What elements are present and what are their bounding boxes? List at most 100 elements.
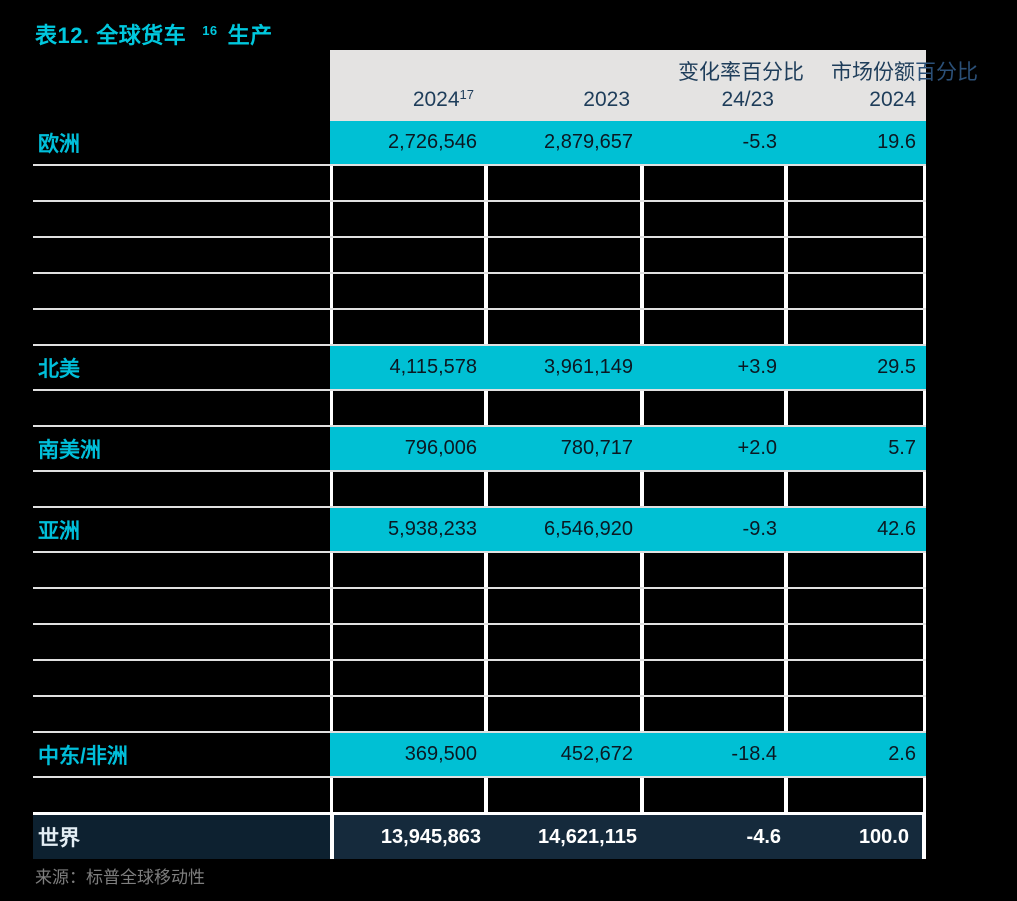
table-row-hidden	[33, 623, 926, 659]
row-values	[330, 166, 926, 200]
value-cell	[788, 274, 923, 308]
row-values	[330, 625, 926, 659]
value-cell	[644, 778, 784, 812]
table-row: 中东/非洲 369,500 452,672 -18.4 2.6	[33, 731, 926, 776]
row-values	[330, 274, 926, 308]
table-row: 世界 13,945,863 14,621,115 -4.6 100.0	[33, 812, 926, 859]
value-cell	[788, 391, 923, 425]
value-cell: -4.6	[746, 825, 781, 848]
table-title-suffix: 生产	[227, 23, 273, 48]
column-header-2023-label: 2023	[583, 88, 630, 111]
region-label	[33, 274, 330, 308]
value-cell	[644, 589, 784, 623]
header-spacer	[33, 50, 330, 121]
row-values	[330, 778, 926, 812]
table-row-hidden	[33, 389, 926, 425]
region-label: 南美洲	[38, 438, 101, 462]
value-cell: -5.3	[742, 131, 777, 153]
row-values: 5,938,233 6,546,920 -9.3 42.6	[330, 508, 926, 551]
row-values	[330, 553, 926, 587]
region-label	[33, 472, 330, 506]
row-values: 369,500 452,672 -18.4 2.6	[330, 733, 926, 776]
row-values: 13,945,863 14,621,115 -4.6 100.0	[330, 815, 926, 859]
column-header-2023: 2023	[484, 50, 640, 121]
value-cell	[333, 202, 484, 236]
table-header-row: 202417 2023 变化率百分比 24/23 市场份额百分比 2024	[33, 50, 978, 121]
column-header-2024: 202417	[330, 50, 484, 121]
value-cell	[788, 310, 923, 344]
value-cell: 19.6	[877, 131, 916, 153]
table-row-hidden	[33, 308, 926, 344]
value-cell	[788, 472, 923, 506]
region-label	[33, 589, 330, 623]
value-cell: 100.0	[858, 825, 909, 848]
column-header-change-line2: 24/23	[721, 88, 774, 111]
table-row-hidden	[33, 272, 926, 308]
production-table: 202417 2023 变化率百分比 24/23 市场份额百分比 2024 欧洲…	[33, 50, 978, 859]
row-values	[330, 202, 926, 236]
value-cell	[644, 697, 784, 731]
header-band: 202417 2023 变化率百分比 24/23 市场份额百分比 2024	[330, 50, 978, 121]
value-cell	[488, 202, 640, 236]
value-cell	[333, 697, 484, 731]
value-cell	[788, 238, 923, 272]
row-values	[330, 238, 926, 272]
row-values: 2,726,546 2,879,657 -5.3 19.6	[330, 121, 926, 164]
table-row-hidden	[33, 236, 926, 272]
region-label	[33, 238, 330, 272]
value-cell: 2.6	[888, 743, 916, 765]
row-values	[330, 697, 926, 731]
row-values	[330, 661, 926, 695]
value-cell: 369,500	[404, 743, 477, 765]
table-row-hidden	[33, 200, 926, 236]
region-label	[33, 202, 330, 236]
table-row-hidden	[33, 659, 926, 695]
table-row-hidden	[33, 470, 926, 506]
value-cell	[333, 391, 484, 425]
value-cell	[788, 661, 923, 695]
column-header-share-line2: 2024	[869, 88, 916, 111]
value-cell: +3.9	[737, 356, 777, 378]
value-cell: 29.5	[877, 356, 916, 378]
value-cell	[788, 697, 923, 731]
value-cell	[644, 553, 784, 587]
value-cell	[644, 625, 784, 659]
title-footnote-marker: 16	[202, 23, 218, 38]
row-values	[330, 310, 926, 344]
value-cell: +2.0	[737, 437, 777, 459]
region-label	[33, 625, 330, 659]
value-cell	[644, 202, 784, 236]
value-cell	[644, 391, 784, 425]
column-header-2024-label: 202417	[412, 87, 474, 111]
row-values	[330, 391, 926, 425]
value-cell	[788, 625, 923, 659]
value-cell	[788, 589, 923, 623]
table-rows: 欧洲 2,726,546 2,879,657 -5.3 19.6 北美 4,115,578 3…	[33, 121, 926, 859]
value-cell: 780,717	[560, 437, 633, 459]
value-cell	[644, 661, 784, 695]
value-cell	[488, 553, 640, 587]
source-note: 来源：标普全球移动性	[35, 868, 205, 887]
value-cell	[488, 391, 640, 425]
column-header-change-line1: 变化率百分比	[678, 61, 804, 84]
table-row: 欧洲 2,726,546 2,879,657 -5.3 19.6	[33, 121, 926, 164]
value-cell: 796,006	[404, 437, 477, 459]
column-header-share-line1: 市场份额百分比	[831, 59, 978, 86]
value-cell	[788, 553, 923, 587]
row-values: 796,006 780,717 +2.0 5.7	[330, 427, 926, 470]
value-cell	[333, 238, 484, 272]
value-cell	[488, 472, 640, 506]
table-row-hidden	[33, 776, 926, 812]
column-header-change: 变化率百分比 24/23	[640, 50, 804, 121]
value-cell	[488, 238, 640, 272]
value-cell	[488, 625, 640, 659]
value-cell	[333, 472, 484, 506]
row-values	[330, 472, 926, 506]
region-label: 中东/非洲	[38, 744, 128, 768]
value-cell: 42.6	[877, 518, 916, 540]
region-label	[33, 778, 330, 812]
value-cell	[788, 202, 923, 236]
table-row-hidden	[33, 695, 926, 731]
share-header-inside: 市场份额	[831, 61, 915, 84]
